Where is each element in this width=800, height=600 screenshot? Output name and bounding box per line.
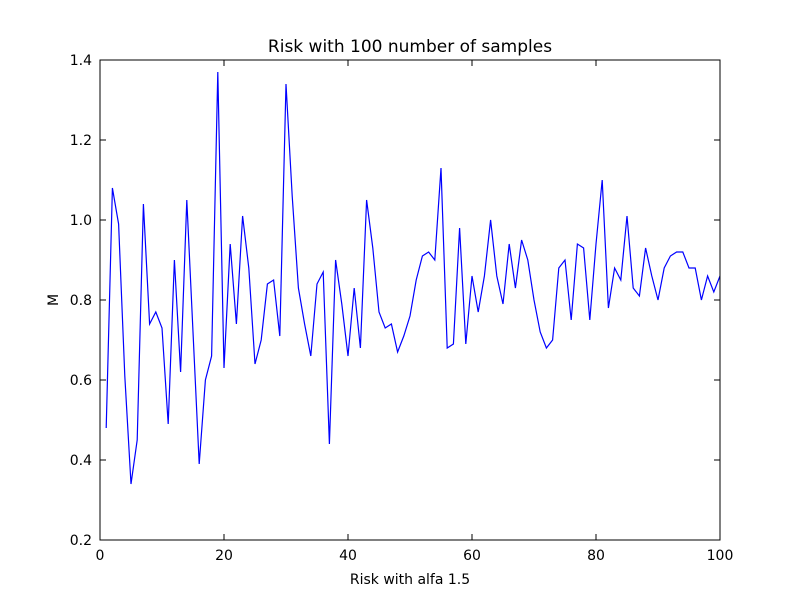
x-tick-label: 20 [215,548,233,564]
x-tick-label: 100 [707,548,734,564]
chart-title: Risk with 100 number of samples [268,37,552,57]
x-tick-label: 40 [339,548,357,564]
y-tick-label: 0.4 [70,453,92,469]
plot-area: 0 20 40 60 80 100 0.2 0.4 0.6 0.8 1.0 1.2 1.4 [70,53,734,564]
x-axis-label: Risk with alfa 1.5 [350,572,470,588]
y-tick-label: 1.0 [70,213,92,229]
x-tick-label: 80 [587,548,605,564]
x-tick-label: 0 [96,548,105,564]
y-tick-label: 1.2 [70,133,92,149]
x-tick-label: 60 [463,548,481,564]
y-tick-label: 1.4 [70,53,92,69]
y-axis-label: M [46,294,62,306]
y-tick-label: 0.2 [70,533,92,549]
series-line [105,71,721,485]
y-tick-label: 0.8 [70,293,92,309]
y-tick-label: 0.6 [70,373,92,389]
